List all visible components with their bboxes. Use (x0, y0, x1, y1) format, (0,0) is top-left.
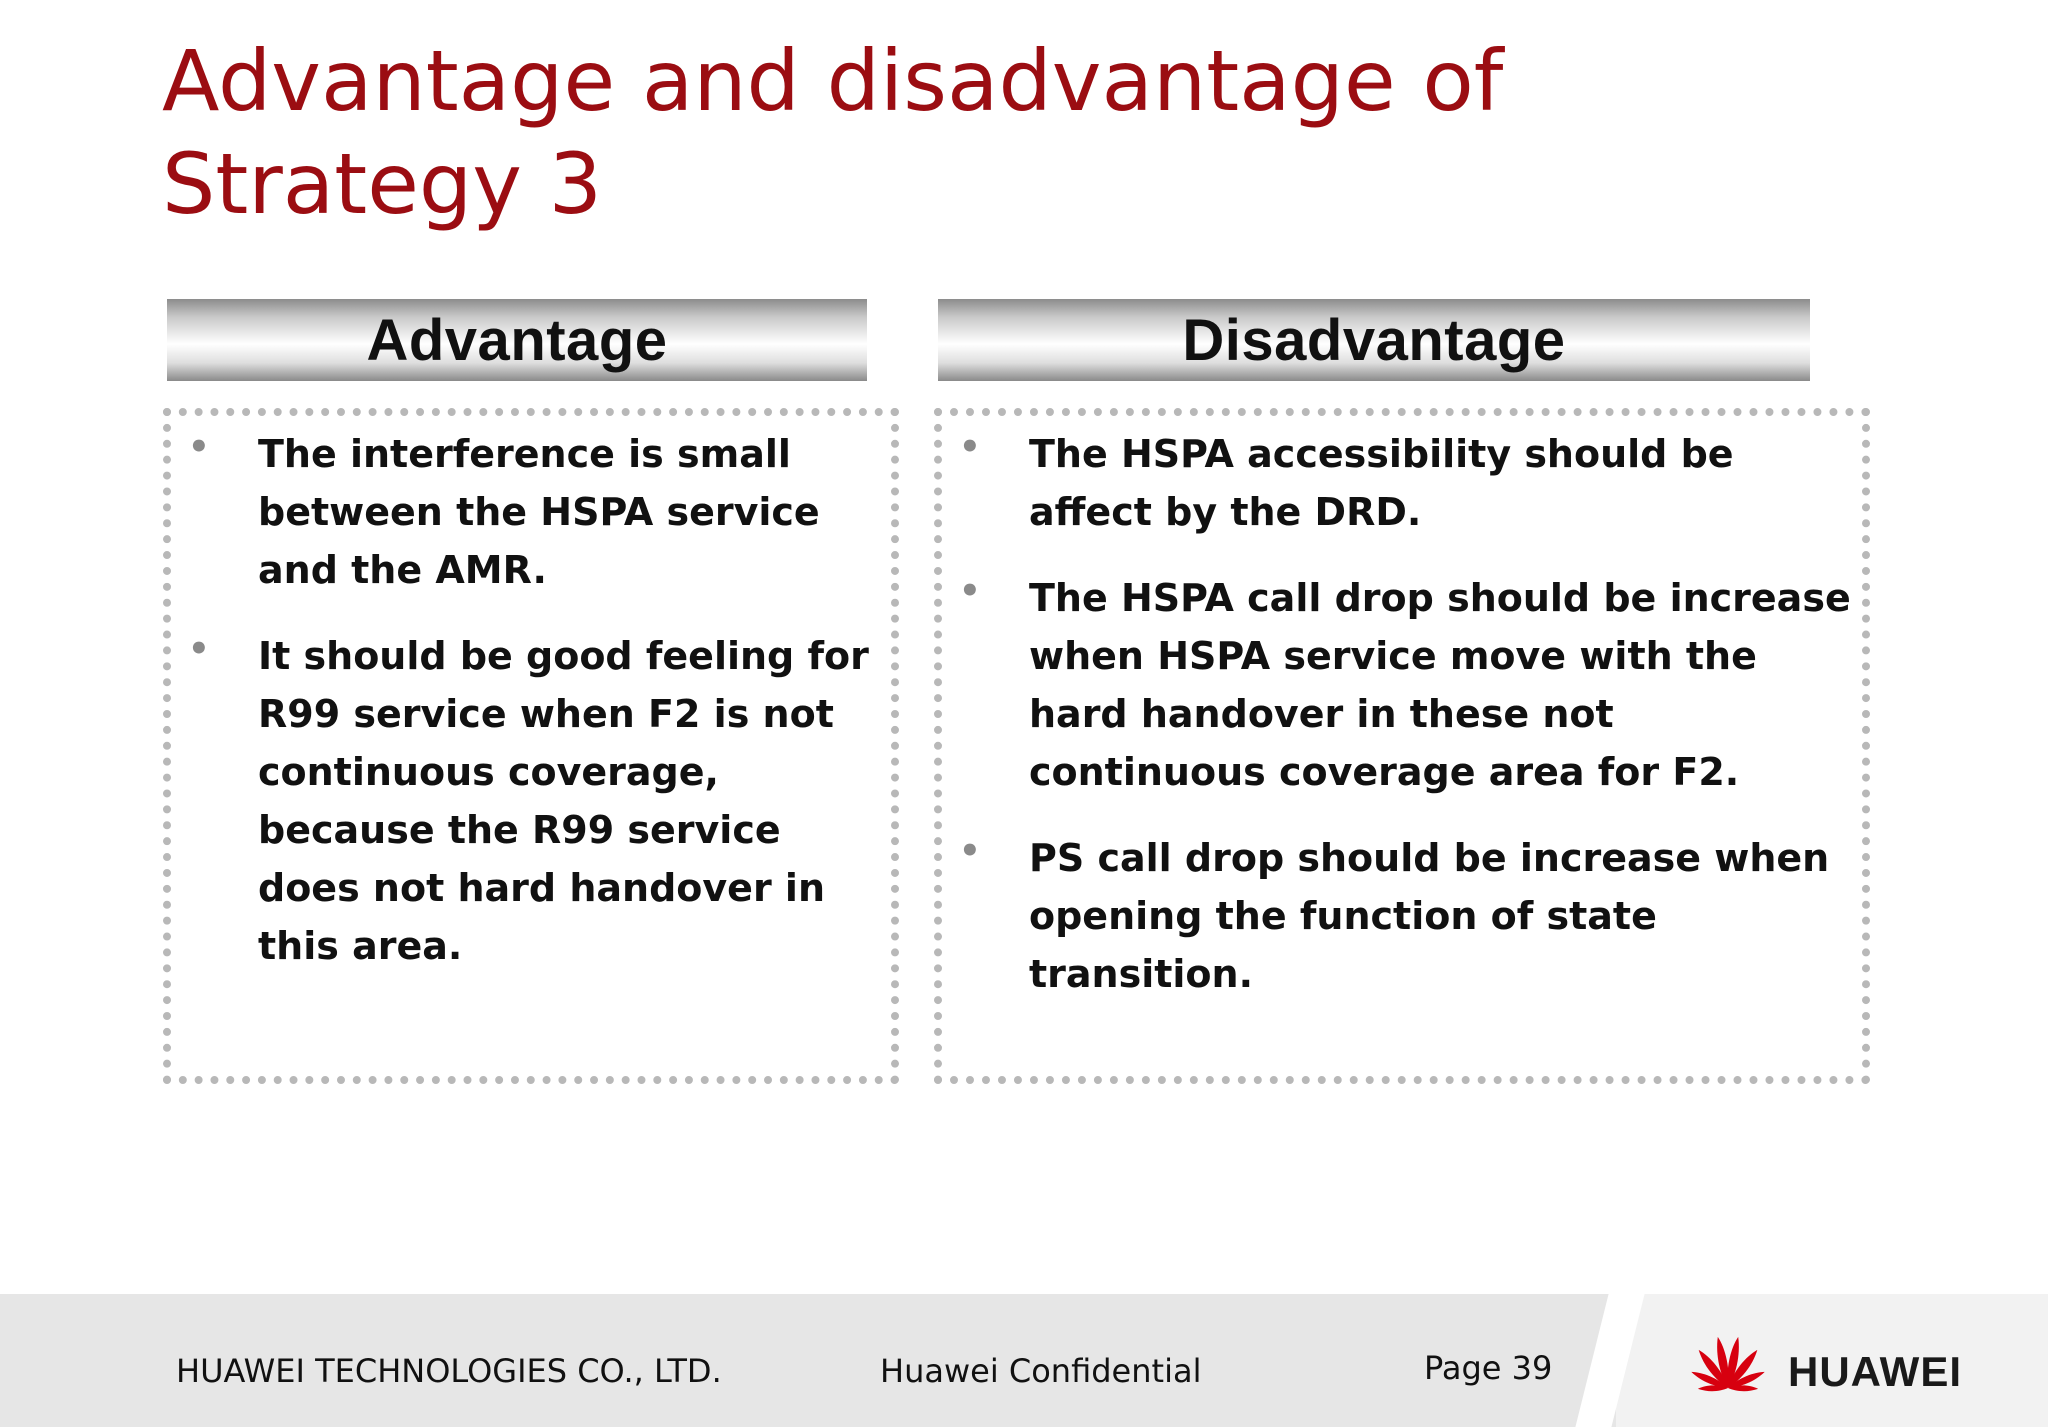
advantage-header: Advantage (167, 299, 867, 381)
advantage-item-text: It should be good feeling for R99 servic… (258, 634, 869, 968)
footer-company: HUAWEI TECHNOLOGIES CO., LTD. (176, 1352, 722, 1390)
bullet-dot-icon: • (959, 571, 981, 611)
footer-logo-area (1616, 1294, 2048, 1427)
list-item: • The interference is small between the … (180, 425, 880, 599)
advantage-header-label: Advantage (366, 307, 668, 373)
list-item: • The HSPA call drop should be increase … (951, 569, 1851, 801)
bullet-dot-icon: • (959, 427, 981, 467)
huawei-logo-text: HUAWEI (1788, 1348, 1962, 1395)
list-item: • It should be good feeling for R99 serv… (180, 627, 880, 975)
footer-confidential: Huawei Confidential (880, 1352, 1202, 1390)
slide-title: Advantage and disadvantage of Strategy 3 (162, 32, 1504, 233)
page-number: Page 39 (1424, 1349, 1553, 1387)
advantage-box (163, 408, 899, 1084)
disadvantage-box (934, 408, 1870, 1084)
disadvantage-item-text: The HSPA accessibility should be affect … (1029, 432, 1734, 534)
list-item: • PS call drop should be increase when o… (951, 829, 1851, 1003)
advantage-list: • The interference is small between the … (180, 425, 880, 1003)
bullet-dot-icon: • (188, 629, 210, 669)
disadvantage-header: Disadvantage (938, 299, 1810, 381)
huawei-logo-icon (1691, 1336, 1765, 1392)
bullet-dot-icon: • (959, 831, 981, 871)
advantage-item-text: The interference is small between the HS… (258, 432, 820, 592)
list-item: • The HSPA accessibility should be affec… (951, 425, 1851, 541)
bullet-dot-icon: • (188, 427, 210, 467)
disadvantage-item-text: PS call drop should be increase when ope… (1029, 836, 1830, 996)
disadvantage-header-label: Disadvantage (1182, 307, 1566, 373)
disadvantage-list: • The HSPA accessibility should be affec… (951, 425, 1851, 1031)
disadvantage-item-text: The HSPA call drop should be increase wh… (1029, 576, 1851, 794)
